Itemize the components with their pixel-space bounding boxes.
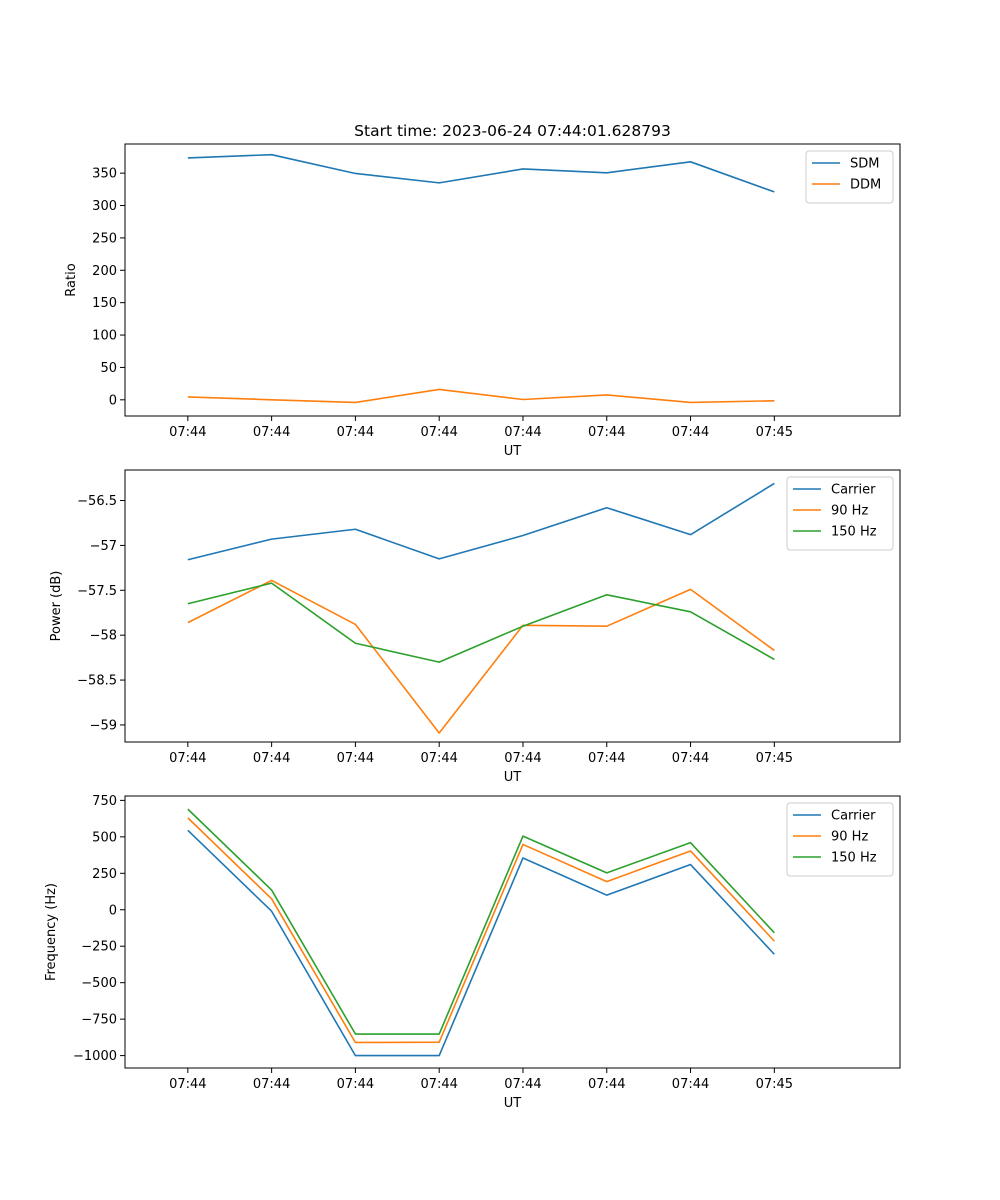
x-tick-label: 07:44 [169,751,206,766]
y-tick-label: −500 [81,976,117,991]
y-tick-label: −58 [90,629,117,644]
y-tick-label: 250 [92,867,117,882]
legend: Carrier 90 Hz 150 Hz [786,476,894,551]
x-tick-label: 07:44 [504,751,541,766]
legend: Carrier 90 Hz 150 Hz [786,802,894,877]
series-line-150-hz [187,808,775,1035]
legend-box [805,150,894,204]
subplots: 07:44 07:44 07:44 07:44 07:44 07:44 07:44 07:45… [44,143,901,1111]
y-tick-label: −56.5 [77,494,117,509]
legend: SDM DDM [805,150,894,204]
y-tick-label: 150 [92,296,117,311]
y-tick-label: 350 [92,167,117,182]
series-line-sdm [187,153,775,193]
series-line-150-hz [187,582,775,663]
legend-label: Carrier [831,809,876,824]
x-tick-label: 07:44 [504,1077,541,1092]
y-tick-label: −1000 [73,1049,117,1064]
y-tick-label: 0 [109,903,117,918]
x-tick-label: 07:44 [672,425,709,440]
series-line-ddm [187,388,775,404]
x-tick-label: 07:44 [169,425,206,440]
y-tick-label: 50 [100,361,117,376]
y-tick-label: −250 [81,940,117,955]
legend-label: 90 Hz [831,830,868,845]
y-tick-label: 500 [92,830,117,845]
y-tick-label: −59 [90,718,117,733]
legend-label: DDM [850,178,881,193]
legend-label: 90 Hz [831,504,868,519]
series-line-carrier [187,829,775,1057]
x-tick-label: 07:44 [420,1077,457,1092]
x-tick-label: 07:44 [253,751,290,766]
figure-title: Start time: 2023-06-24 07:44:01.628793 [354,122,671,140]
x-tick-label: 07:44 [253,1077,290,1092]
y-tick-label: 200 [92,264,117,279]
y-tick-label: −57.5 [77,584,117,599]
x-tick-label: 07:45 [756,425,793,440]
y-tick-label: −58.5 [77,674,117,689]
axes-frame [124,469,901,743]
series-line-90-hz [187,579,775,734]
x-tick-label: 07:44 [169,1077,206,1092]
y-tick-label: 0 [109,393,117,408]
y-axis-label: Power (dB) [49,571,64,642]
x-tick-label: 07:44 [588,1077,625,1092]
x-tick-label: 07:44 [420,425,457,440]
x-tick-label: 07:45 [756,751,793,766]
series-line-90-hz [187,817,775,1044]
y-tick-label: 750 [92,794,117,809]
x-tick-label: 07:45 [756,1077,793,1092]
x-tick-label: 07:44 [672,751,709,766]
subplot-1: 07:44 07:44 07:44 07:44 07:44 07:44 07:44 07:45… [64,143,901,459]
x-axis-label: UT [504,770,522,785]
legend-label: 150 Hz [831,525,877,540]
series-line-carrier [187,482,775,561]
y-tick-label: 100 [92,329,117,344]
y-tick-label: 250 [92,231,117,246]
y-axis-label: Frequency (Hz) [44,883,59,981]
y-tick-label: −750 [81,1013,117,1028]
x-tick-label: 07:44 [588,425,625,440]
y-tick-label: −57 [90,539,117,554]
legend-label: SDM [850,157,879,172]
subplot-2: 07:44 07:44 07:44 07:44 07:44 07:44 07:44 07:45… [49,469,901,785]
y-axis-label: Ratio [64,263,79,296]
x-tick-label: 07:44 [672,1077,709,1092]
x-axis-label: UT [504,1096,522,1111]
x-tick-label: 07:44 [337,425,374,440]
x-tick-label: 07:44 [420,751,457,766]
x-tick-label: 07:44 [504,425,541,440]
legend-label: 150 Hz [831,851,877,866]
legend-label: Carrier [831,483,876,498]
x-tick-label: 07:44 [253,425,290,440]
y-tick-label: 300 [92,199,117,214]
x-tick-label: 07:44 [337,751,374,766]
subplot-3: 07:44 07:44 07:44 07:44 07:44 07:44 07:44 07:45… [44,794,901,1111]
x-tick-label: 07:44 [588,751,625,766]
axes-frame [124,143,901,417]
x-axis-label: UT [504,444,522,459]
x-tick-label: 07:44 [337,1077,374,1092]
axes-frame [124,795,901,1069]
